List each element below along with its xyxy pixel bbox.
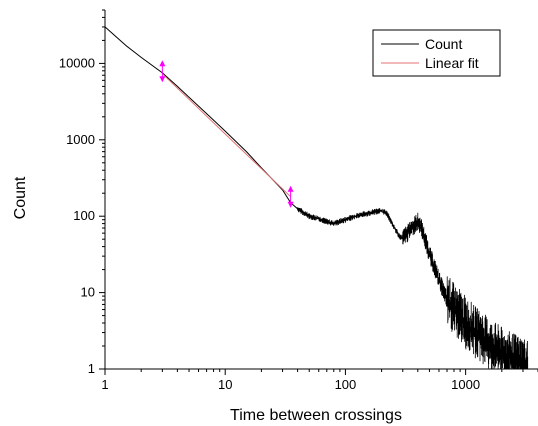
fit-range-marker (287, 185, 294, 208)
x-tick-label: 1 (101, 377, 108, 392)
x-tick-label: 1000 (451, 377, 480, 392)
y-tick-label: 1 (88, 361, 95, 376)
x-tick-label: 100 (335, 377, 357, 392)
y-tick-label: 1000 (66, 132, 95, 147)
series-linear-fit-line (162, 73, 291, 198)
y-tick-label: 100 (73, 208, 95, 223)
y-tick-label: 10 (81, 285, 95, 300)
marker-layer (159, 60, 294, 208)
legend-label-count: Count (425, 36, 462, 52)
legend: Count Linear fit (372, 29, 501, 77)
x-tick-label: 10 (218, 377, 232, 392)
legend-label-linear-fit: Linear fit (425, 55, 479, 71)
axis-ticks: 1 10 100 1000 1 10 100 1000 10000 (59, 9, 538, 392)
y-tick-label: 10000 (59, 55, 95, 70)
x-axis-title: Time between crossings (230, 407, 402, 424)
fit-range-marker (159, 60, 166, 83)
series-layer (104, 26, 529, 369)
y-axis-title: Count (12, 176, 29, 219)
legend-box (372, 29, 501, 77)
series-count-noise (297, 207, 529, 369)
